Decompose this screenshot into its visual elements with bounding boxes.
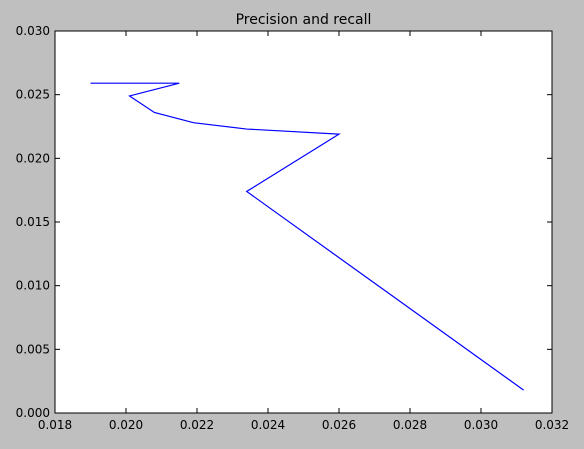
y-tick-label: 0.010 <box>16 279 50 293</box>
chart-title: Precision and recall <box>236 12 372 28</box>
x-tick-labels: 0.018 0.020 0.022 0.024 0.026 0.028 0.030 0.032 <box>38 418 569 432</box>
y-tick-label: 0.030 <box>16 24 50 38</box>
x-tick-label: 0.030 <box>464 418 498 432</box>
y-tick-label: 0.025 <box>16 88 50 102</box>
y-tick-label: 0.015 <box>16 215 50 229</box>
x-tick-label: 0.026 <box>322 418 356 432</box>
x-tick-label: 0.022 <box>180 418 214 432</box>
series-line-0 <box>90 82 524 391</box>
series-layer <box>90 82 524 391</box>
y-tick-label: 0.020 <box>16 151 50 165</box>
y-tick-label: 0.005 <box>16 342 50 356</box>
x-tick-label: 0.020 <box>109 418 143 432</box>
y-tick-label: 0.000 <box>16 406 50 420</box>
x-tick-label: 0.024 <box>251 418 285 432</box>
x-tick-label: 0.028 <box>393 418 427 432</box>
y-tick-labels: 0.000 0.005 0.010 0.015 0.020 0.025 0.030 <box>16 24 50 420</box>
x-tick-label: 0.018 <box>38 418 72 432</box>
plot-frame <box>54 30 553 414</box>
x-tick-label: 0.032 <box>535 418 569 432</box>
plot-area <box>55 31 552 413</box>
